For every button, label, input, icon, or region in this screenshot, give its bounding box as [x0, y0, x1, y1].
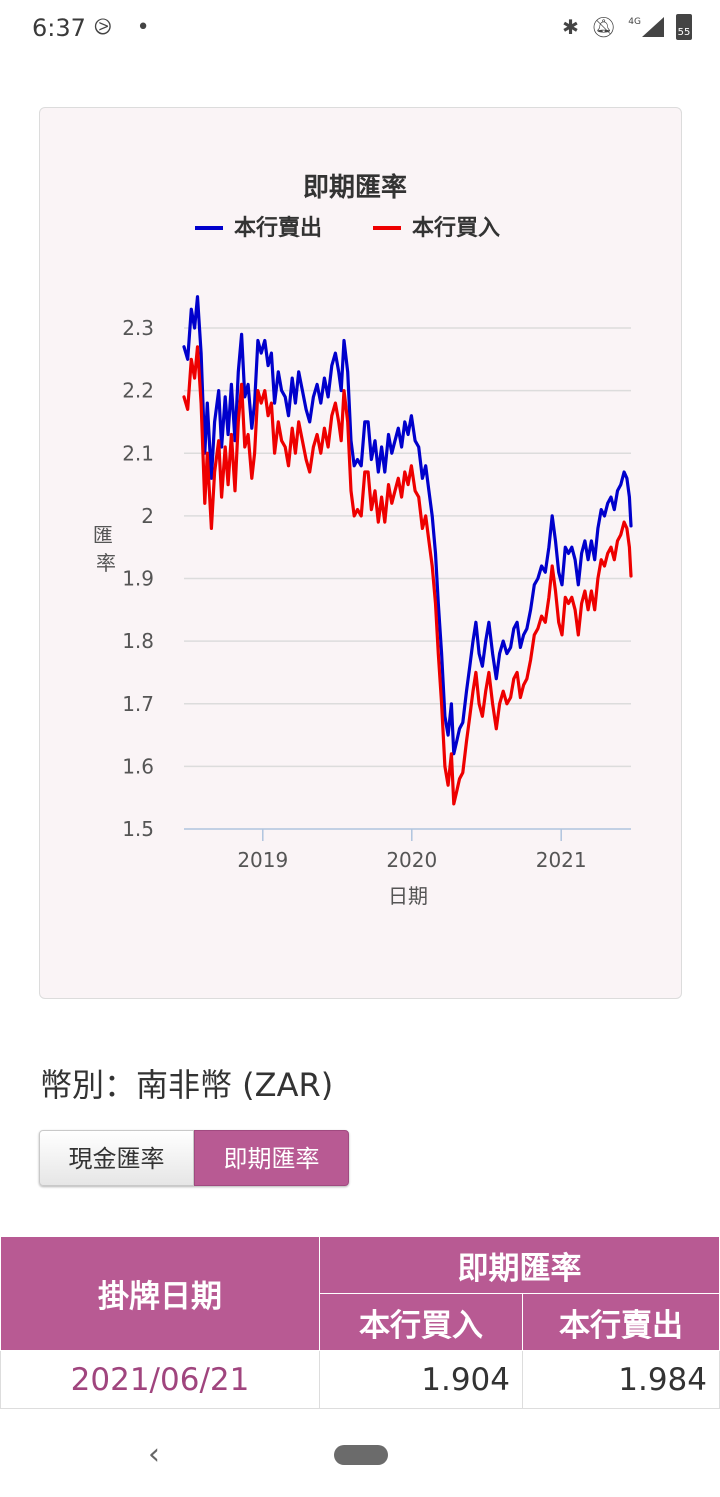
y-tick-label: 1.5 — [122, 817, 154, 841]
tab-cash-rate[interactable]: 現金匯率 — [39, 1130, 194, 1186]
status-left-icons: ⧁ • — [94, 15, 150, 40]
x-axis-ticks: 2019 2020 2021 — [237, 829, 587, 872]
network-label: 4G — [628, 17, 641, 27]
rate-chart: 即期匯率 本行賣出 本行買入 1.5 1.6 1.7 1.8 1.9 2 2.1 2.2 2.3… — [93, 172, 633, 908]
series-line-sell — [182, 295, 633, 756]
header-sell: 本行賣出 — [522, 1293, 720, 1351]
series-line-buy — [182, 345, 633, 806]
row-buy: 1.904 — [319, 1350, 523, 1409]
signal-icon: 4G — [628, 17, 664, 37]
dot-icon: • — [136, 15, 150, 40]
bluetooth-icon: ✱ — [562, 15, 579, 39]
home-pill-icon[interactable] — [334, 1445, 388, 1465]
y-tick-label: 2 — [141, 504, 154, 528]
chart-title: 即期匯率 — [303, 172, 407, 203]
chart-series — [182, 295, 633, 806]
back-icon[interactable]: ‹ — [148, 1437, 160, 1472]
nav-bar: ‹ — [0, 1412, 720, 1497]
y-axis-ticks: 1.5 1.6 1.7 1.8 1.9 2 2.1 2.2 2.3 — [122, 316, 154, 841]
rate-type-tabs: 現金匯率 即期匯率 — [39, 1130, 349, 1186]
header-spot-rate: 即期匯率 — [319, 1236, 720, 1294]
y-tick-label: 1.8 — [122, 629, 154, 653]
x-tick-label: 2020 — [386, 848, 437, 872]
header-date: 掛牌日期 — [0, 1236, 320, 1351]
y-tick-label: 1.7 — [122, 692, 154, 716]
y-tick-label: 1.9 — [122, 567, 154, 591]
y-tick-label: 2.2 — [122, 379, 154, 403]
status-time: 6:37 — [32, 14, 86, 42]
row-date[interactable]: 2021/06/21 — [0, 1350, 320, 1409]
table-row: 2021/06/21 1.904 1.984 — [0, 1350, 720, 1409]
legend-label-buy: 本行買入 — [412, 215, 500, 241]
y-tick-label: 1.6 — [122, 754, 154, 778]
x-axis-label: 日期 — [388, 884, 428, 908]
x-tick-label: 2021 — [536, 848, 587, 872]
battery-icon: 55 — [676, 14, 692, 40]
chart-grid — [184, 327, 631, 830]
y-tick-label: 2.3 — [122, 316, 154, 340]
notification-swirl-icon: ⧁ — [94, 15, 112, 40]
status-bar: 6:37 ⧁ • ✱ 🔕︎ 4G 55 — [0, 0, 720, 60]
y-tick-label: 2.1 — [122, 441, 154, 465]
legend-label-sell: 本行賣出 — [234, 215, 322, 241]
rate-table: 掛牌日期 即期匯率 本行買入 本行賣出 2021/06/21 1.904 1.9… — [0, 1236, 720, 1409]
chart-card: 即期匯率 本行賣出 本行買入 1.5 1.6 1.7 1.8 1.9 2 2.1 2.2 2.3… — [39, 107, 682, 999]
header-buy: 本行買入 — [319, 1293, 523, 1351]
x-tick-label: 2019 — [237, 848, 288, 872]
y-axis-label: 匯 率 — [93, 523, 119, 575]
mute-icon: 🔕︎ — [590, 15, 617, 39]
battery-level: 55 — [677, 27, 691, 38]
chart-legend: 本行賣出 本行買入 — [195, 215, 500, 241]
currency-label: 幣別：南非幣 (ZAR) — [40, 1066, 334, 1104]
status-right-icons: ✱ 🔕︎ 4G 55 — [562, 14, 692, 40]
row-sell: 1.984 — [522, 1350, 720, 1409]
tab-spot-rate[interactable]: 即期匯率 — [194, 1130, 349, 1186]
